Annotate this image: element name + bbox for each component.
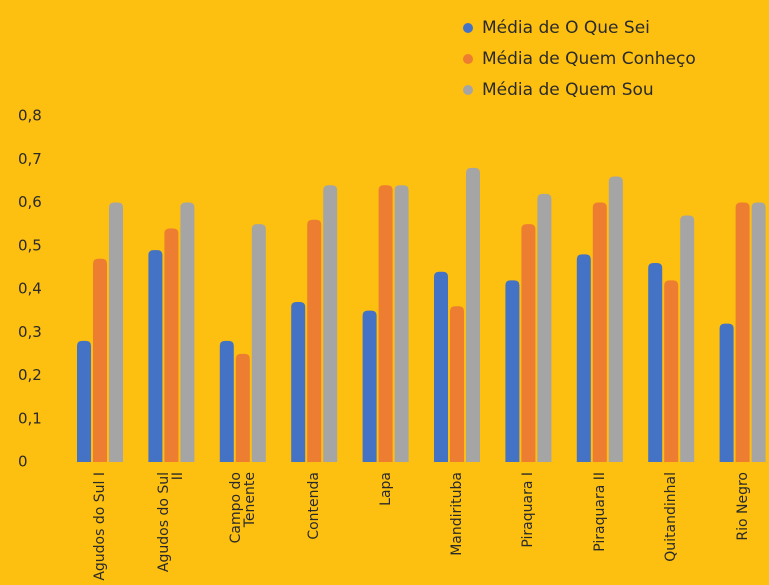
y-tick-label: 0,7 [18, 150, 42, 168]
bar [608, 176, 623, 463]
bar [751, 202, 766, 462]
bar [291, 301, 306, 462]
y-tick-label: 0,1 [18, 409, 42, 427]
x-tick-label: Piraquara II [591, 472, 608, 552]
bar [434, 271, 448, 462]
x-tick-label: Contenda [306, 472, 323, 540]
bar [219, 340, 234, 462]
bar [251, 224, 266, 462]
x-tick-label: Agudos do Sul I [92, 472, 108, 581]
bar [93, 258, 107, 462]
y-tick-label: 0 [18, 453, 28, 471]
bar [307, 219, 322, 462]
bar [664, 280, 679, 462]
x-tick-label: Rio Negro [734, 472, 751, 541]
bar [77, 340, 91, 462]
bar [680, 215, 695, 462]
y-tick-label: 0,3 [18, 323, 42, 341]
y-tick-label: 0,5 [18, 236, 42, 254]
bar [164, 228, 179, 462]
bar [576, 254, 591, 462]
bar [323, 185, 338, 462]
bar [450, 306, 464, 462]
legend-marker [463, 23, 473, 33]
bar [394, 185, 409, 462]
legend-label: Média de Quem Conheço [482, 49, 696, 69]
legend-marker [463, 54, 473, 64]
y-tick-label: 0,6 [18, 193, 42, 211]
bar [719, 323, 734, 462]
x-tick-label: Campo do Tenente [227, 472, 258, 544]
bar [521, 224, 536, 462]
bar [592, 202, 607, 462]
bar [505, 280, 520, 462]
x-tick-label: Agudos do Sul II [156, 472, 187, 573]
x-tick-label: Piraquara I [520, 472, 537, 548]
x-tick-label: Quitandinhal [663, 472, 680, 562]
y-tick-label: 0,8 [18, 107, 42, 125]
bar [109, 202, 123, 462]
bar [735, 202, 750, 462]
y-tick-label: 0,4 [18, 280, 42, 298]
legend-label: Média de O Que Sei [482, 18, 650, 38]
x-tick-label: Lapa [377, 472, 394, 506]
bar [378, 185, 393, 462]
bar [362, 310, 377, 462]
legend-label: Média de Quem Sou [482, 80, 654, 100]
bar [235, 353, 250, 462]
y-tick-label: 0,2 [18, 366, 42, 384]
bar [148, 250, 163, 462]
bar [537, 193, 552, 462]
bar [648, 263, 663, 462]
legend-marker [463, 85, 473, 95]
bar [180, 202, 195, 462]
x-tick-label: Mandirituba [449, 472, 465, 556]
bar [466, 167, 480, 462]
